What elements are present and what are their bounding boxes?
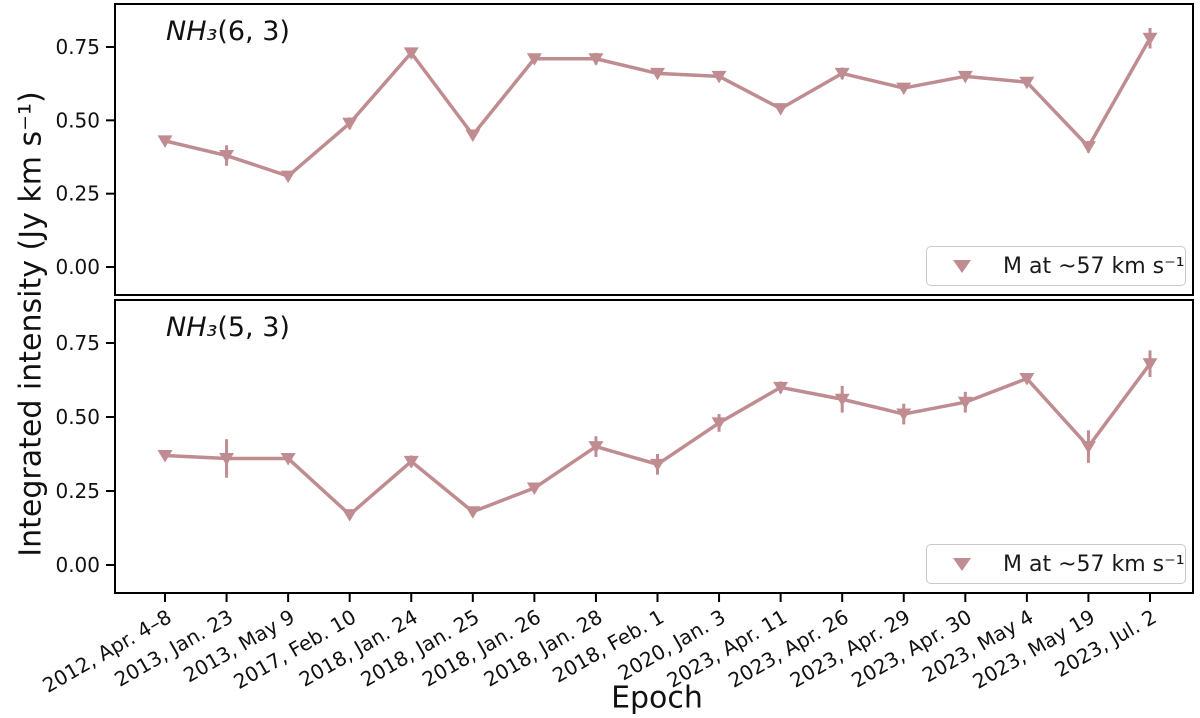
data-point-marker <box>526 482 542 496</box>
data-point-marker <box>1142 358 1158 371</box>
panel-title-suffix: (6, 3) <box>217 16 290 47</box>
data-point-marker <box>834 67 850 81</box>
series-markers <box>157 32 1158 184</box>
series-markers <box>157 358 1158 522</box>
data-point-marker <box>342 509 358 522</box>
data-point-marker <box>957 70 973 84</box>
data-point-marker <box>957 396 973 410</box>
panel-title-prefix: NH₃ <box>166 16 218 47</box>
y-tick-label: 0.75 <box>55 35 100 59</box>
y-tick-label: 0.50 <box>55 108 100 132</box>
legend-box-top: M at ~57 km s⁻¹ <box>926 246 1186 286</box>
data-point-marker <box>219 150 235 163</box>
y-tick-label: 0.50 <box>55 405 100 429</box>
data-point-marker <box>773 103 789 116</box>
data-point-marker <box>465 129 481 143</box>
data-point-marker <box>219 452 235 466</box>
data-point-marker <box>711 70 727 84</box>
data-point-marker <box>896 82 912 96</box>
panel-title-prefix: NH₃ <box>166 312 218 343</box>
y-tick-label: 0.75 <box>55 331 100 355</box>
x-axis-label: Epoch <box>611 680 703 716</box>
panel-title-nh3-6-3: NH₃(6, 3) <box>166 16 290 47</box>
legend-box-bottom: M at ~57 km s⁻¹ <box>926 544 1186 584</box>
data-point-marker <box>773 381 789 395</box>
y-tick-label: 0.00 <box>55 255 100 279</box>
data-point-marker <box>1142 32 1158 46</box>
y-tick-label: 0.25 <box>55 479 100 503</box>
data-point-marker <box>896 408 912 422</box>
data-point-marker <box>588 53 604 66</box>
y-axis-label: Integrated intensity (Jy km s⁻¹) <box>13 91 49 557</box>
data-point-marker <box>650 67 665 81</box>
data-point-marker <box>834 393 850 407</box>
data-point-marker <box>1080 141 1096 154</box>
legend-label: M at ~57 km s⁻¹ <box>1003 551 1185 577</box>
data-point-marker <box>280 452 296 466</box>
data-point-marker <box>280 170 296 184</box>
data-point-marker <box>588 441 604 454</box>
legend-label: M at ~57 km s⁻¹ <box>1003 253 1185 279</box>
data-point-marker <box>650 458 665 472</box>
data-point-marker <box>157 449 173 463</box>
y-tick-label: 0.00 <box>55 553 100 577</box>
data-point-marker <box>465 506 481 519</box>
data-point-marker <box>403 455 419 469</box>
data-point-marker <box>1080 441 1096 454</box>
data-point-marker <box>403 47 419 60</box>
data-point-marker <box>526 53 542 66</box>
data-point-marker <box>711 417 727 430</box>
triangle-down-marker-icon <box>953 259 971 273</box>
data-point-marker <box>342 117 358 131</box>
data-point-marker <box>1019 76 1035 90</box>
triangle-down-marker-icon <box>953 557 971 571</box>
data-point-marker <box>1019 373 1035 386</box>
panel-title-suffix: (5, 3) <box>217 312 290 343</box>
panel-title-nh3-5-3: NH₃(5, 3) <box>166 312 290 343</box>
y-tick-label: 0.25 <box>55 182 100 206</box>
data-point-marker <box>157 135 173 148</box>
